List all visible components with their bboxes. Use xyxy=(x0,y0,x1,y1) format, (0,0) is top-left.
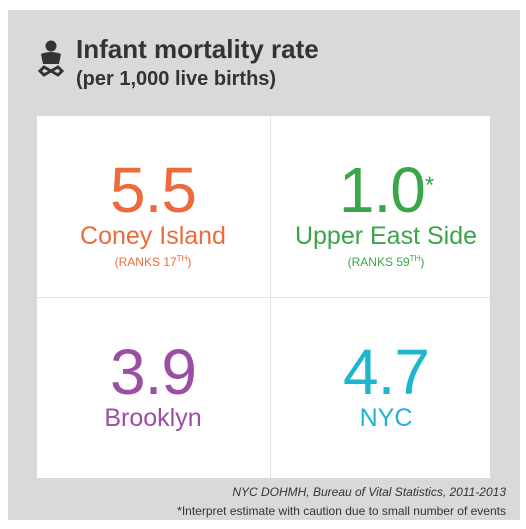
stat-label: Brooklyn xyxy=(104,404,202,432)
stat-rank: (RANKS 17TH) xyxy=(40,250,266,271)
stat-cell: 1.0* Upper East Side (RANKS 59TH) xyxy=(273,158,499,271)
stat-grid: 5.5 Coney Island (RANKS 17TH) 1.0* Upper… xyxy=(37,116,490,478)
divider xyxy=(37,297,490,298)
stat-value: 5.5 xyxy=(110,154,197,226)
stat-cell: 5.5 Coney Island (RANKS 17TH) xyxy=(40,158,266,271)
stat-label: NYC xyxy=(359,404,413,432)
text: (RANKS 59 xyxy=(347,255,410,269)
text: ) xyxy=(420,255,425,269)
text: TH xyxy=(176,254,188,263)
subtitle: (per 1,000 live births) xyxy=(76,68,277,90)
text: 1.0 xyxy=(338,154,426,226)
stat-label: Upper East Side xyxy=(294,222,478,250)
stat-label: Coney Island xyxy=(80,222,226,250)
title: Infant mortality rate xyxy=(76,34,319,64)
source: NYC DOHMH, Bureau of Vital Statistics, 2… xyxy=(232,485,506,499)
stat-rank: (RANKS 59TH) xyxy=(273,250,499,271)
stat-value: 4.7 xyxy=(343,336,430,408)
stat-cell: 4.7 NYC xyxy=(273,340,499,432)
stat-cell: 3.9 Brooklyn xyxy=(40,340,266,432)
panel: Infant mortality rate (per 1,000 live bi… xyxy=(8,10,520,520)
text: (RANKS 17 xyxy=(114,255,177,269)
text: * xyxy=(424,172,434,199)
text: TH xyxy=(409,254,421,263)
stat-value: 3.9 xyxy=(110,336,197,408)
stat-value: 1.0* xyxy=(273,158,499,222)
text: ) xyxy=(187,255,192,269)
baby-icon xyxy=(38,40,64,77)
footnote: *Interpret estimate with caution due to … xyxy=(177,504,506,518)
